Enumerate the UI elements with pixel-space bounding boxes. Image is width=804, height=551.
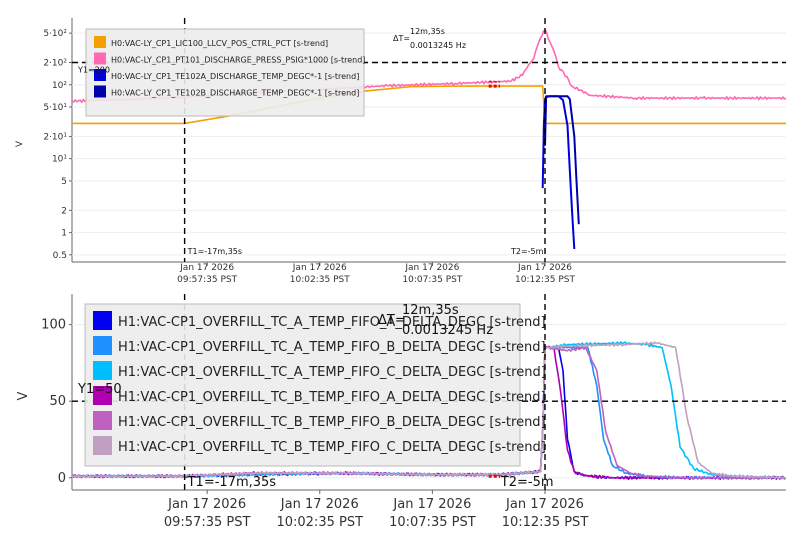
legend: H1:VAC-CP1_OVERFILL_TC_A_TEMP_FIFO_A_DEL… xyxy=(84,303,546,467)
x-tick-time: 10:02:35 PST xyxy=(276,515,363,530)
x-tick-date: Jan 17 2026 xyxy=(505,497,584,512)
y-axis-label: V xyxy=(16,391,31,400)
x-tick-date: Jan 17 2026 xyxy=(292,263,347,273)
legend-swatch xyxy=(93,311,112,330)
cursor-y-label: Y1=50 xyxy=(77,382,122,397)
legend-swatch xyxy=(94,69,106,81)
x-tick-date: Jan 17 2026 xyxy=(179,263,234,273)
legend-entry: H0:VAC-LY_CP1_LIC100_LLCV_POS_CTRL_PCT [… xyxy=(111,39,328,48)
y-tick-label: 0 xyxy=(58,471,66,486)
x-tick-date: Jan 17 2026 xyxy=(392,497,471,512)
legend-entry: H1:VAC-CP1_OVERFILL_TC_A_TEMP_FIFO_B_DEL… xyxy=(118,340,546,355)
cursor-x-label: T1=-17m,35s xyxy=(187,475,277,490)
legend-entry: H1:VAC-CP1_OVERFILL_TC_B_TEMP_FIFO_C_DEL… xyxy=(118,440,546,455)
legend-entry: H0:VAC-LY_CP1_TE102A_DISCHARGE_TEMP_DEGC… xyxy=(111,72,359,81)
delta-time: 12m,35s xyxy=(402,303,459,318)
series-line-3 xyxy=(541,95,576,250)
legend-swatch xyxy=(93,361,112,380)
cursor-x-label: T1=-17m,35s xyxy=(187,247,242,256)
delta-frequency: 0.0013245 Hz xyxy=(402,323,493,338)
x-tick-date: Jan 17 2026 xyxy=(167,497,246,512)
series-line-4 xyxy=(544,95,580,225)
x-tick-time: 10:07:35 PST xyxy=(402,275,462,285)
legend-swatch xyxy=(93,411,112,430)
cursor-x-label: T2=-5m xyxy=(510,247,544,256)
legend-swatch xyxy=(94,85,106,98)
x-tick-time: 10:12:35 PST xyxy=(515,275,575,285)
delta-frequency: 0.0013245 Hz xyxy=(410,41,466,50)
series-line-6 xyxy=(72,341,786,480)
y-tick-label: 0.5 xyxy=(53,251,67,261)
y-tick-label: 2 xyxy=(61,206,67,216)
x-tick-time: 10:12:35 PST xyxy=(502,515,589,530)
legend-entry: H1:VAC-CP1_OVERFILL_TC_A_TEMP_FIFO_A_DEL… xyxy=(118,315,546,330)
cursor-y-label: Y1=200 xyxy=(77,66,110,75)
y-tick-label: 5·10¹ xyxy=(43,103,67,113)
chart-panel-1: 5·10² 2·10² 10² 5·10¹ 2·10¹ 10¹ 5 2 1 0.5 V Jan 17 … xyxy=(15,18,786,285)
y-tick-label: 5·10² xyxy=(43,29,67,39)
y-tick-label: 10² xyxy=(52,81,67,91)
x-tick-time: 10:02:35 PST xyxy=(290,275,350,285)
legend-entry: H0:VAC-LY_CP1_TE102B_DISCHARGE_TEMP_DEGC… xyxy=(111,89,359,98)
y-tick-label: 5 xyxy=(61,177,67,187)
y-tick-label: 10¹ xyxy=(52,155,67,165)
series-line-1 xyxy=(72,85,786,125)
legend-box xyxy=(84,303,521,467)
legend-entry: H1:VAC-CP1_OVERFILL_TC_B_TEMP_FIFO_B_DEL… xyxy=(118,415,546,430)
legend: H0:VAC-LY_CP1_LIC100_LLCV_POS_CTRL_PCT [… xyxy=(85,28,365,117)
y-tick-label: 100 xyxy=(41,318,66,333)
legend-entry: H1:VAC-CP1_OVERFILL_TC_B_TEMP_FIFO_A_DEL… xyxy=(118,390,546,405)
x-tick-time: 09:57:35 PST xyxy=(164,515,251,530)
legend-swatch xyxy=(94,36,106,48)
y-tick-label: 1 xyxy=(61,229,67,239)
legend-box xyxy=(85,28,365,117)
delta-time: 12m,35s xyxy=(410,27,445,36)
legend-swatch xyxy=(94,52,106,65)
legend-swatch xyxy=(93,436,112,455)
x-tick-date: Jan 17 2026 xyxy=(280,497,359,512)
x-tick-time: 09:57:35 PST xyxy=(177,275,237,285)
series-group xyxy=(72,341,786,480)
x-tick-time: 10:07:35 PST xyxy=(389,515,476,530)
y-axis-label: V xyxy=(15,140,25,147)
delta-label: ΔT= xyxy=(393,34,410,43)
y-tick-label: 2·10² xyxy=(43,59,67,69)
legend-entry: H0:VAC-LY_CP1_PT101_DISCHARGE_PRESS_PSIG… xyxy=(111,56,365,65)
cursor-x-label: T2=-5m xyxy=(500,475,554,490)
y-tick-label: 2·10¹ xyxy=(43,132,67,142)
chart-panel-2: 0 50 100 V Jan 17 2026 09:57:35 PST Jan 17 202… xyxy=(16,294,786,530)
legend-swatch xyxy=(93,386,112,405)
x-tick-date: Jan 17 2026 xyxy=(404,263,459,273)
y-tick-label: 50 xyxy=(49,394,66,409)
delta-label: ΔT= xyxy=(378,313,406,328)
x-tick-date: Jan 17 2026 xyxy=(517,263,572,273)
legend-swatch xyxy=(93,336,112,355)
legend-entry: H1:VAC-CP1_OVERFILL_TC_A_TEMP_FIFO_C_DEL… xyxy=(118,365,546,380)
